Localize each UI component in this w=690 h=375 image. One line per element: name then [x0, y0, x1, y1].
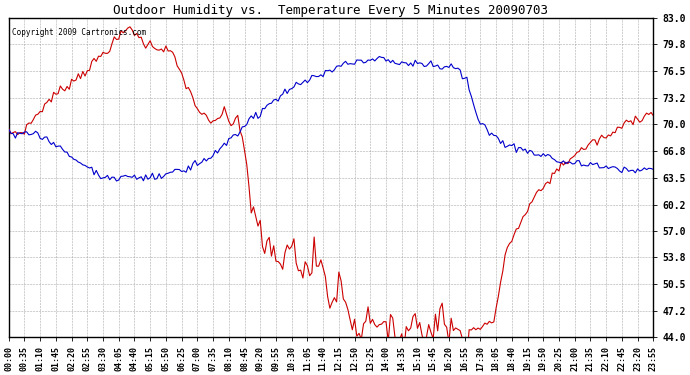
Text: Copyright 2009 Cartronics.com: Copyright 2009 Cartronics.com [12, 28, 146, 37]
Title: Outdoor Humidity vs.  Temperature Every 5 Minutes 20090703: Outdoor Humidity vs. Temperature Every 5… [113, 4, 549, 17]
